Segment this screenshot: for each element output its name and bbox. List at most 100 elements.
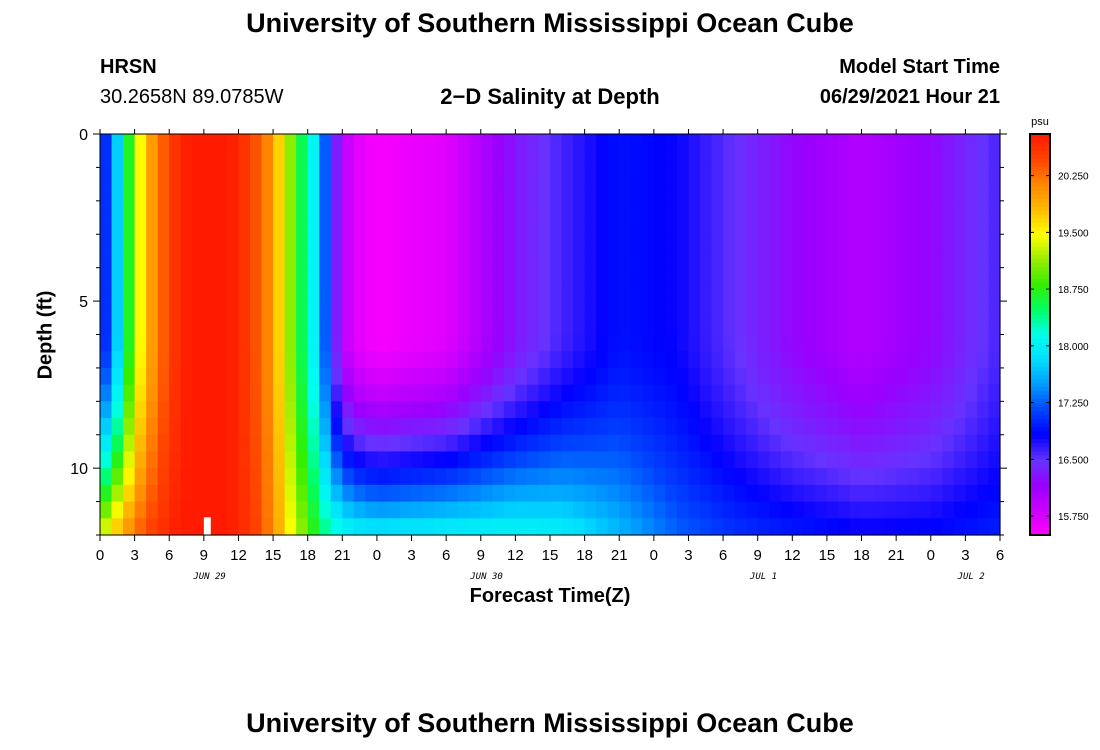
heatmap-cell	[411, 367, 424, 386]
heatmap-cell	[653, 317, 666, 336]
heatmap-cell	[723, 184, 736, 202]
heatmap-cell	[342, 267, 355, 285]
heatmap-cell	[226, 284, 240, 302]
heatmap-cell	[861, 401, 874, 419]
heatmap-cell	[261, 418, 274, 436]
heatmap-cell	[400, 501, 413, 519]
heatmap-cell	[515, 401, 528, 419]
heatmap-cell	[723, 484, 736, 503]
heatmap-cell	[192, 451, 205, 469]
heatmap-cell	[850, 367, 863, 386]
heatmap-cell	[423, 150, 436, 169]
heatmap-cell	[376, 434, 390, 453]
heatmap-cell	[307, 250, 320, 269]
heatmap-cell	[676, 401, 690, 419]
heatmap-cell	[803, 150, 816, 169]
colorbar-segment	[1030, 394, 1050, 400]
heatmap-cell	[192, 518, 205, 536]
heatmap-cell	[342, 217, 355, 235]
heatmap-cell	[388, 284, 401, 302]
heatmap-cell	[665, 184, 678, 202]
heatmap-cell	[850, 184, 863, 202]
heatmap-cell	[596, 200, 609, 219]
heatmap-cell	[203, 217, 216, 235]
heatmap-cell	[803, 484, 816, 503]
heatmap-cell	[526, 468, 540, 486]
heatmap-cell	[861, 484, 874, 503]
heatmap-cell	[353, 418, 366, 436]
heatmap-cell	[215, 468, 228, 486]
heatmap-cell	[319, 200, 332, 219]
heatmap-cell	[826, 234, 840, 252]
heatmap-cell	[815, 384, 828, 402]
heatmap-cell	[584, 301, 597, 319]
heatmap-cell	[353, 468, 366, 486]
date-label: JUN 29	[192, 572, 226, 582]
heatmap-cell	[411, 418, 424, 436]
heatmap-cell	[284, 200, 297, 219]
heatmap-cell	[226, 484, 240, 503]
heatmap-cell	[596, 451, 609, 469]
heatmap-cell	[100, 167, 113, 185]
heatmap-cell	[619, 418, 632, 436]
heatmap-cell	[907, 317, 920, 336]
heatmap-cell	[388, 150, 401, 169]
heatmap-cell	[607, 150, 620, 169]
heatmap-cell	[734, 284, 747, 302]
heatmap-cell	[838, 367, 851, 386]
heatmap-cell	[942, 334, 955, 352]
heatmap-cell	[688, 167, 701, 185]
heatmap-cell	[353, 150, 366, 169]
heatmap-cell	[642, 217, 655, 235]
heatmap-cell	[538, 518, 551, 536]
heatmap-cell	[826, 434, 840, 453]
heatmap-cell	[826, 384, 840, 402]
heatmap-cell	[342, 167, 355, 185]
heatmap-cell	[446, 284, 459, 302]
heatmap-cell	[342, 451, 355, 469]
heatmap-cell	[873, 284, 886, 302]
heatmap-cell	[607, 367, 620, 386]
heatmap-cell	[561, 184, 574, 202]
heatmap-cell	[723, 234, 736, 252]
heatmap-cell	[469, 418, 482, 436]
heatmap-cell	[423, 501, 436, 519]
heatmap-cell	[284, 184, 297, 202]
heatmap-cell	[180, 167, 193, 185]
heatmap-cell	[792, 434, 805, 453]
heatmap-cell	[930, 451, 943, 469]
heatmap-cell	[850, 434, 863, 453]
heatmap-cell	[561, 217, 574, 235]
heatmap-cell	[723, 518, 736, 536]
heatmap-cell	[319, 334, 332, 352]
heatmap-cell	[434, 334, 447, 352]
heatmap-cell	[423, 351, 436, 369]
heatmap-cell	[988, 200, 1001, 219]
heatmap-cell	[826, 150, 840, 169]
heatmap-cell	[607, 484, 620, 503]
heatmap-cell	[388, 401, 401, 419]
heatmap-cell	[492, 484, 505, 503]
heatmap-cell	[342, 434, 355, 453]
heatmap-cell	[642, 301, 655, 319]
colorbar-segment	[1030, 510, 1050, 516]
heatmap-cell	[815, 200, 828, 219]
heatmap-cell	[169, 518, 182, 536]
heatmap-cell	[769, 134, 782, 152]
heatmap-cell	[526, 351, 540, 369]
colorbar-segment	[1030, 330, 1050, 335]
heatmap-cell	[642, 167, 655, 185]
heatmap-cell	[111, 234, 124, 252]
heatmap-cell	[515, 301, 528, 319]
heatmap-cell	[411, 234, 424, 252]
heatmap-cell	[284, 451, 297, 469]
heatmap-cell	[815, 250, 828, 269]
heatmap-cell	[296, 150, 309, 169]
heatmap-cell	[238, 250, 251, 269]
heatmap-cell	[296, 267, 309, 285]
heatmap-cell	[411, 501, 424, 519]
heatmap-cell	[942, 301, 955, 319]
heatmap-cell	[180, 200, 193, 219]
heatmap-cell	[238, 384, 251, 402]
